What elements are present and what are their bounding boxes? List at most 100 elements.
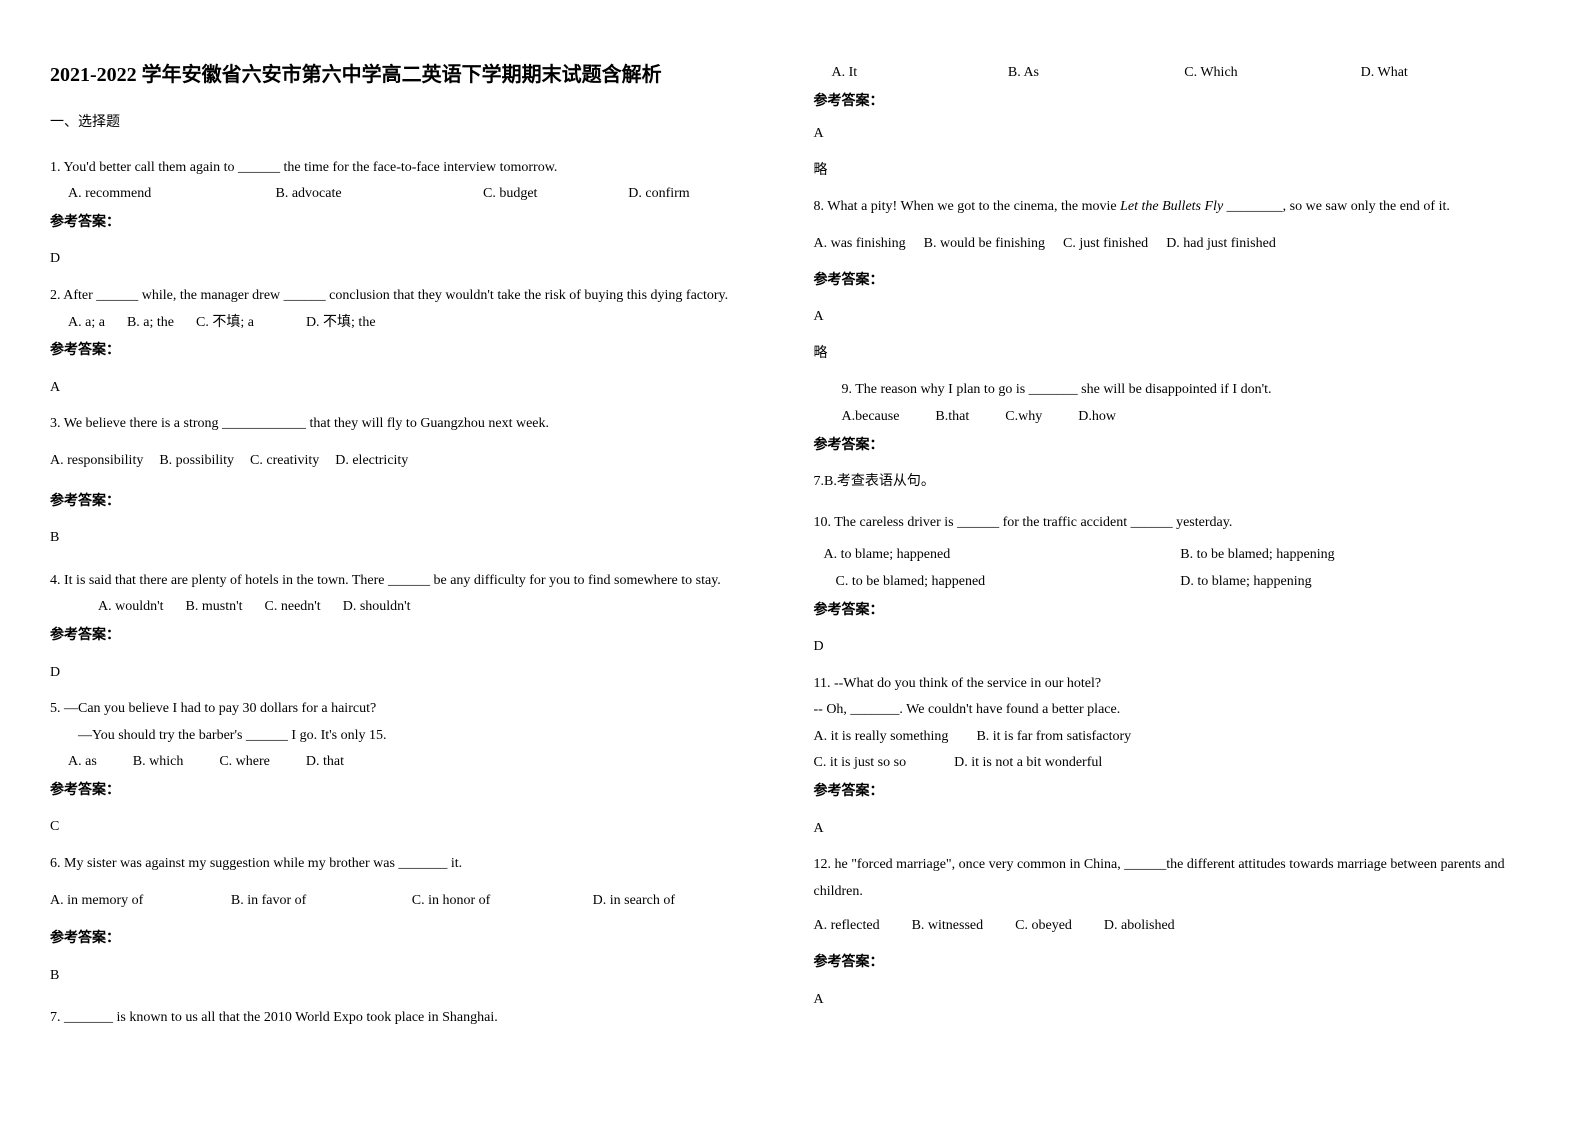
question-8: 8. What a pity! When we got to the cinem… [814,194,1538,294]
question-stem: 1. You'd better call them again to _____… [50,155,774,182]
question-stem: 9. The reason why I plan to go is ______… [814,377,1538,404]
option-c: C. in honor of [412,888,593,915]
option-a: A. in memory of [50,888,231,915]
answer-label: 参考答案： [50,778,774,805]
question-stem: 7. _______ is known to us all that the 2… [50,1005,774,1032]
question-6: 6. My sister was against my suggestion w… [50,851,774,953]
question-stem-line2: —You should try the barber's ______ I go… [50,723,774,750]
question-stem-line1: 11. --What do you think of the service i… [814,671,1538,698]
stem-italic: Let the Bullets Fly [1120,199,1223,214]
option-a: A. it is really something [814,724,949,751]
answer-text: D [50,246,774,273]
answer-text: 7.B.考查表语从句。 [814,469,1538,496]
answer-text: A [814,987,1538,1014]
option-a: A. recommend [68,181,276,208]
answer-label: 参考答案： [814,89,1538,116]
question-stem-line1: 5. —Can you believe I had to pay 30 doll… [50,696,774,723]
question-stem: 12. he "forced marriage", once very comm… [814,852,1538,905]
option-c: C.why [1005,404,1042,431]
answer-text: A [814,304,1538,331]
answer-label: 参考答案： [50,623,774,650]
option-c: C. where [219,749,270,776]
option-b: B. would be finishing [924,231,1045,258]
question-stem: 2. After ______ while, the manager drew … [50,283,774,310]
option-d: D. had just finished [1166,231,1276,258]
question-5: 5. —Can you believe I had to pay 30 doll… [50,696,774,804]
option-a: A. It [832,60,1008,87]
option-c: C. Which [1184,60,1360,87]
option-a: A. wouldn't [98,594,164,621]
answer-label: 参考答案： [814,779,1538,806]
options-row: A. was finishing B. would be finishing C… [814,231,1538,258]
option-c: C. just finished [1063,231,1148,258]
question-11: 11. --What do you think of the service i… [814,671,1538,806]
options-row1: A. it is really something B. it is far f… [814,724,1538,751]
option-b: B. it is far from satisfactory [976,724,1131,751]
question-stem: 6. My sister was against my suggestion w… [50,851,774,878]
question-3: 3. We believe there is a strong ________… [50,411,774,515]
question-7: 7. _______ is known to us all that the 2… [50,1005,774,1032]
stem-pre: 8. What a pity! When we got to the cinem… [814,199,1121,214]
option-b: B. possibility [159,448,234,475]
question-10: 10. The careless driver is ______ for th… [814,510,1538,624]
option-b: B. in favor of [231,888,412,915]
document-title: 2021-2022 学年安徽省六安市第六中学高二英语下学期期末试题含解析 [50,60,774,90]
options-row2: C. it is just so so D. it is not a bit w… [814,750,1538,777]
option-c: C. creativity [250,448,319,475]
option-d: D. to blame; happening [1180,569,1537,596]
option-c: C. 不填; a [196,310,254,337]
option-d: D. electricity [335,448,408,475]
answer-text: B [50,963,774,990]
options-row: A. reflected B. witnessed C. obeyed D. a… [814,913,1538,940]
answer-text: A [814,121,1538,148]
options-row: A. a; a B. a; the C. 不填; a D. 不填; the [50,310,774,337]
options-row: A. as B. which C. where D. that [50,749,774,776]
question-stem: 10. The careless driver is ______ for th… [814,510,1538,537]
left-column: 2021-2022 学年安徽省六安市第六中学高二英语下学期期末试题含解析 一、选… [50,60,774,1042]
option-c: C. obeyed [1015,913,1072,940]
option-d: D. confirm [628,181,773,208]
option-b: B. to be blamed; happening [1180,542,1537,569]
answer-text: D [50,660,774,687]
answer-text: A [814,816,1538,843]
page-container: 2021-2022 学年安徽省六安市第六中学高二英语下学期期末试题含解析 一、选… [0,0,1587,1082]
option-d: D. 不填; the [276,310,376,337]
answer-label: 参考答案： [814,598,1538,625]
option-a: A. a; a [68,310,105,337]
options-row2: C. to be blamed; happened D. to blame; h… [814,569,1538,596]
q7-options-row: A. It B. As C. Which D. What [814,60,1538,87]
option-a: A. to blame; happened [824,542,1181,569]
answer-text: D [814,634,1538,661]
option-a: A. reflected [814,913,880,940]
options-row: A.because B.that C.why D.how [814,404,1538,431]
question-1: 1. You'd better call them again to _____… [50,155,774,237]
option-d: D.how [1078,404,1116,431]
option-a: A.because [842,404,900,431]
section-heading: 一、选择题 [50,110,774,137]
option-c: C. it is just so so [814,750,907,777]
stem-post: ________, so we saw only the end of it. [1223,199,1450,214]
question-9: 9. The reason why I plan to go is ______… [814,377,1538,459]
options-row: A. in memory of B. in favor of C. in hon… [50,888,774,915]
option-b: B. mustn't [186,594,243,621]
question-4: 4. It is said that there are plenty of h… [50,568,774,650]
options-row: A. responsibility B. possibility C. crea… [50,448,774,475]
option-b: B. witnessed [912,913,984,940]
note-text: 略 [814,158,1538,185]
answer-label: 参考答案： [814,950,1538,977]
option-a: A. as [68,749,97,776]
option-d: D. that [306,749,344,776]
option-b: B. a; the [127,310,174,337]
option-c: C. needn't [265,594,321,621]
answer-label: 参考答案： [50,338,774,365]
options-row: A. wouldn't B. mustn't C. needn't D. sho… [50,594,774,621]
option-c: C. budget [483,181,628,208]
option-b: B. which [133,749,184,776]
answer-text: C [50,814,774,841]
right-column: A. It B. As C. Which D. What 参考答案： A 略 8… [814,60,1538,1042]
answer-text: A [50,375,774,402]
option-d: D. it is not a bit wonderful [954,750,1102,777]
option-d: D. What [1361,60,1537,87]
answer-label: 参考答案： [50,210,774,237]
answer-label: 参考答案： [50,926,774,953]
